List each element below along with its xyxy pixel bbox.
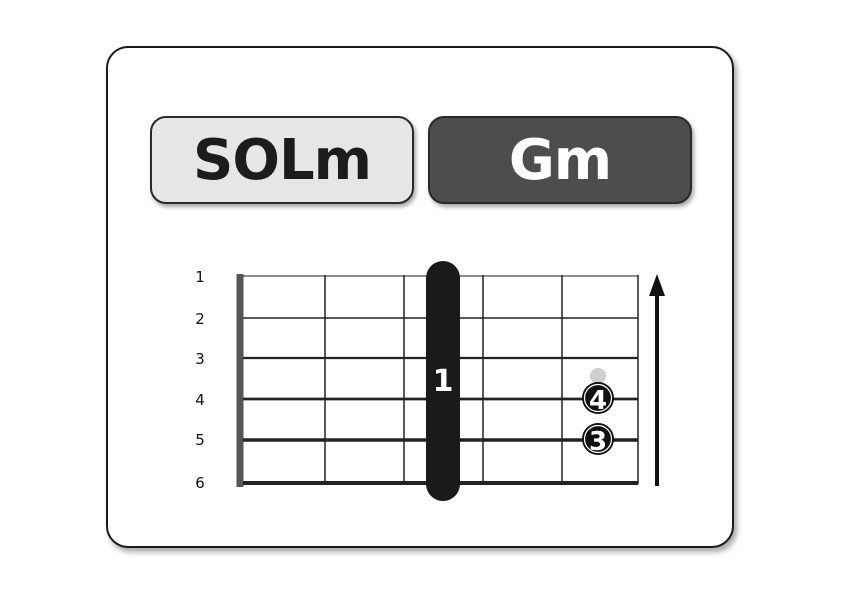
barre-finger-label: 1 xyxy=(433,364,454,399)
chord-name-latin: SOLm xyxy=(150,116,414,204)
finger-dot-4-label: 4 xyxy=(589,386,607,416)
finger-dot-4 xyxy=(582,382,614,414)
string-label-3: 3 xyxy=(195,350,205,368)
string-label-1: 1 xyxy=(195,268,205,286)
finger-dot-ring xyxy=(583,424,613,454)
fret-lines xyxy=(324,275,639,484)
strum-arrow-icon xyxy=(649,274,665,296)
string-label-6: 6 xyxy=(195,474,205,492)
finger-dot-3 xyxy=(582,423,614,455)
string-label-2: 2 xyxy=(195,310,205,328)
chord-name-english: Gm xyxy=(428,116,692,204)
finger-dot-ring xyxy=(583,383,613,413)
string-label-4: 4 xyxy=(195,391,205,409)
barre-finger xyxy=(426,261,460,501)
finger-dot-3-label: 3 xyxy=(589,427,607,457)
ghost-marker xyxy=(590,368,606,384)
string-label-5: 5 xyxy=(195,431,205,449)
